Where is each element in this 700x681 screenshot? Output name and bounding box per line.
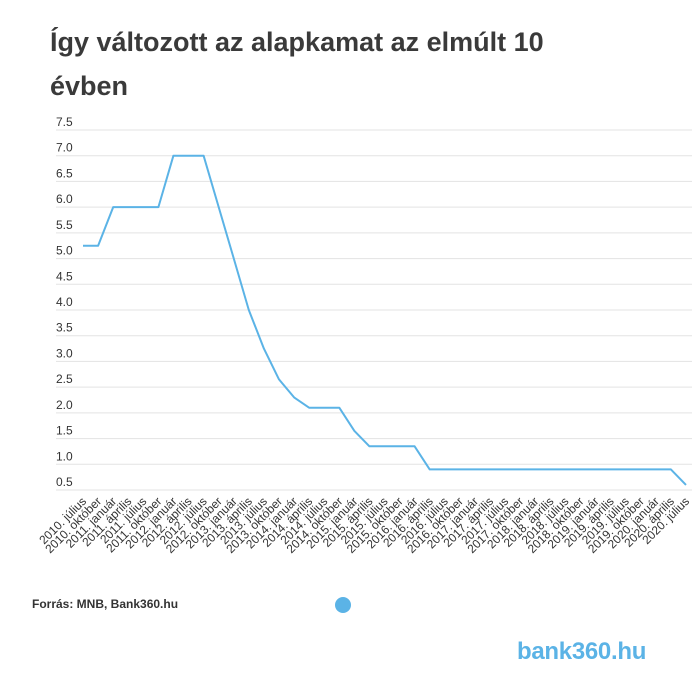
data-point[interactable] (368, 445, 370, 447)
chart-title: Így változott az alapkamat az elmúlt 10 … (50, 27, 544, 101)
data-point[interactable] (142, 206, 144, 208)
data-point[interactable] (278, 378, 280, 380)
data-point[interactable] (157, 206, 159, 208)
data-point[interactable] (414, 445, 416, 447)
data-point[interactable] (489, 468, 491, 470)
data-point[interactable] (625, 468, 627, 470)
data-point[interactable] (685, 484, 687, 486)
y-tick-label: 0.5 (56, 475, 73, 489)
data-point[interactable] (263, 348, 265, 350)
y-tick-label: 4.5 (56, 269, 73, 283)
data-point[interactable] (308, 407, 310, 409)
source-note: Forrás: MNB, Bank360.hu (32, 597, 179, 611)
data-point[interactable] (97, 245, 99, 247)
data-point[interactable] (248, 309, 250, 311)
data-point[interactable] (112, 206, 114, 208)
data-point[interactable] (353, 430, 355, 432)
y-tick-label: 5.5 (56, 218, 73, 232)
data-point[interactable] (323, 407, 325, 409)
data-point[interactable] (82, 245, 84, 247)
y-tick-label: 6.0 (56, 192, 73, 206)
logo-prefix: bank360 (517, 638, 611, 665)
data-point[interactable] (670, 468, 672, 470)
series-layer (82, 154, 687, 486)
y-tick-label: 7.0 (56, 141, 73, 155)
y-tick-label: 5.0 (56, 244, 73, 258)
data-point[interactable] (444, 468, 446, 470)
data-point[interactable] (580, 468, 582, 470)
y-axis-ticks: 0.5 1.0 1.5 2.0 2.5 3.0 3.5 4.0 4.5 5.0 5.5 6.0 6.5 7… (56, 115, 73, 489)
data-point[interactable] (549, 468, 551, 470)
data-point[interactable] (384, 445, 386, 447)
data-point[interactable] (459, 468, 461, 470)
data-point[interactable] (655, 468, 657, 470)
y-tick-label: 7.5 (56, 115, 73, 129)
y-tick-label: 3.5 (56, 321, 73, 335)
data-point[interactable] (233, 258, 235, 260)
series-line-0[interactable] (83, 154, 687, 486)
data-point[interactable] (595, 468, 597, 470)
y-tick-label: 2.5 (56, 372, 73, 386)
data-point[interactable] (519, 468, 521, 470)
data-point[interactable] (203, 155, 205, 157)
data-point[interactable] (218, 206, 220, 208)
data-point[interactable] (172, 155, 174, 157)
y-tick-label: 1.5 (56, 424, 73, 438)
data-point[interactable] (534, 468, 536, 470)
data-point[interactable] (610, 468, 612, 470)
y-tick-label: 2.0 (56, 398, 73, 412)
y-tick-label: 6.5 (56, 166, 73, 180)
data-point[interactable] (293, 396, 295, 398)
data-point[interactable] (429, 468, 431, 470)
data-point[interactable] (640, 468, 642, 470)
data-point[interactable] (564, 468, 566, 470)
legend-marker[interactable] (335, 597, 351, 613)
y-tick-label: 4.0 (56, 295, 73, 309)
data-point[interactable] (474, 468, 476, 470)
data-point[interactable] (127, 206, 129, 208)
y-tick-label: 1.0 (56, 449, 73, 463)
logo-suffix: .hu (610, 638, 647, 665)
grid-lines (56, 129, 692, 491)
data-point[interactable] (338, 407, 340, 409)
data-point[interactable] (399, 445, 401, 447)
data-point[interactable] (188, 155, 190, 157)
y-tick-label: 3.0 (56, 346, 73, 360)
brand-logo: bank360.hu (517, 638, 646, 666)
data-point[interactable] (504, 468, 506, 470)
